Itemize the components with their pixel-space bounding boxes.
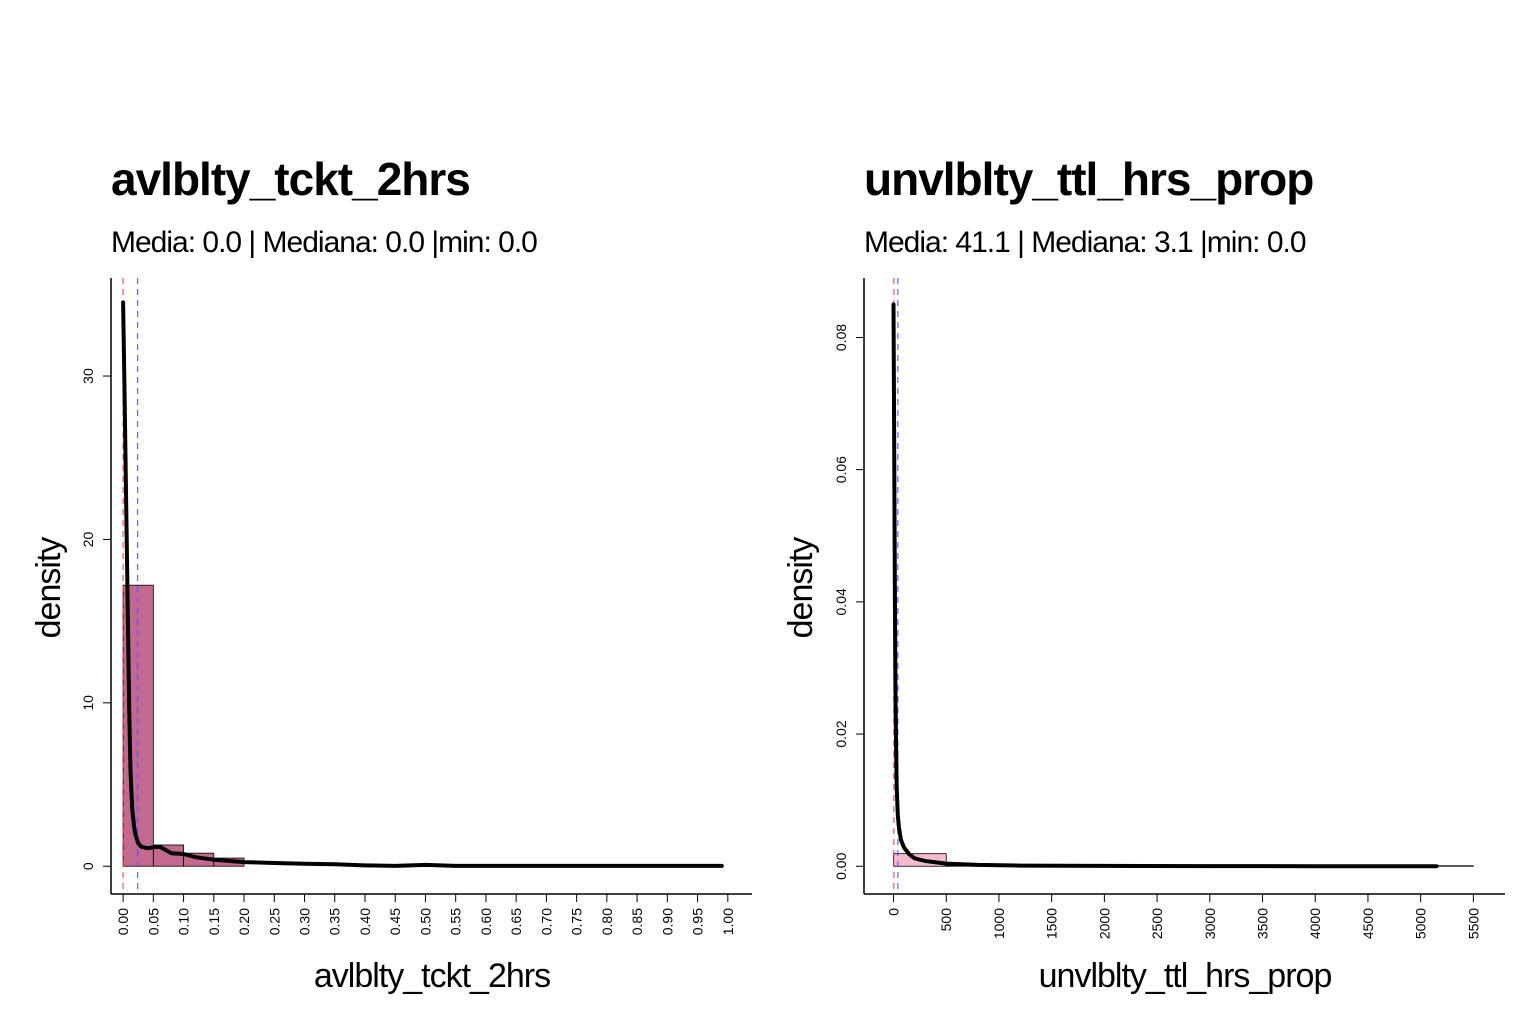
x-tick-label: 0.80 — [599, 908, 615, 935]
panel-1-title: avlblty_tckt_2hrs — [111, 153, 470, 205]
panel-1-plot: 0.00 0.05 0.10 0.15 0.20 0.25 0.30 0.35 0.40 0.45… — [80, 278, 752, 935]
y-tick-label: 0.04 — [833, 588, 849, 615]
x-tick-label: 0.40 — [357, 908, 373, 935]
x-tick-label: 1500 — [1044, 908, 1060, 939]
panel-1-x-axis-title: avlblty_tckt_2hrs — [314, 957, 550, 995]
x-tick-label: 1000 — [991, 908, 1007, 939]
panel-2-plot: 0 500 1000 1500 2000 2500 3000 3500 4000 4500 5000… — [833, 278, 1505, 939]
x-tick-label: 0.00 — [115, 908, 131, 935]
density-curve — [121, 300, 724, 868]
x-tick-label: 0.70 — [538, 908, 554, 935]
density-curve — [891, 302, 1439, 869]
panel-1-subtitle: Media: 0.0 | Mediana: 0.0 |min: 0.0 — [111, 226, 537, 259]
x-tick-label: 0.05 — [145, 908, 161, 935]
x-tick-label: 0.65 — [508, 908, 524, 935]
panel-2-y-axis-title: density — [782, 537, 820, 639]
x-tick-label: 5000 — [1413, 908, 1429, 939]
panel-2-subtitle: Media: 41.1 | Mediana: 3.1 |min: 0.0 — [864, 226, 1306, 259]
x-tick-label: 0.90 — [659, 908, 675, 935]
y-tick-label: 0.00 — [833, 852, 849, 879]
x-tick-label: 0.55 — [448, 908, 464, 935]
panel-2-title: unvlblty_ttl_hrs_prop — [864, 153, 1313, 205]
x-tick-label: 0.85 — [629, 908, 645, 935]
x-tick-label: 3500 — [1255, 908, 1271, 939]
panel-1-y-axis-title: density — [30, 537, 68, 639]
y-tick-label: 20 — [80, 531, 96, 547]
panel-2-x-axis-title: unvlblty_ttl_hrs_prop — [1039, 957, 1332, 995]
x-tick-label: 3000 — [1202, 908, 1218, 939]
panel-1: avlblty_tckt_2hrs Media: 0.0 | Mediana: … — [30, 153, 752, 995]
x-tick-label: 4500 — [1360, 908, 1376, 939]
x-tick-label: 0.20 — [236, 908, 252, 935]
y-tick-label: 0 — [80, 862, 96, 870]
x-tick-label: 0.75 — [569, 908, 585, 935]
y-tick-label: 0.06 — [833, 456, 849, 483]
y-tick-label: 30 — [80, 368, 96, 384]
x-tick-label: 500 — [938, 908, 954, 932]
x-tick-label: 0.50 — [417, 908, 433, 935]
y-tick-label: 0.08 — [833, 324, 849, 351]
x-tick-label: 0.60 — [478, 908, 494, 935]
panel-2: unvlblty_ttl_hrs_prop Media: 41.1 | Medi… — [782, 153, 1505, 995]
x-tick-label: 5500 — [1465, 908, 1481, 939]
y-tick-label: 10 — [80, 695, 96, 711]
x-tick-label: 0.15 — [206, 908, 222, 935]
x-tick-label: 2500 — [1149, 908, 1165, 939]
x-tick-label: 2000 — [1096, 908, 1112, 939]
x-tick-label: 0 — [886, 908, 902, 916]
x-tick-label: 0.30 — [297, 908, 313, 935]
x-tick-label: 1.00 — [720, 908, 736, 935]
x-tick-label: 0.25 — [266, 908, 282, 935]
x-tick-label: 0.10 — [176, 908, 192, 935]
x-tick-label: 4000 — [1307, 908, 1323, 939]
x-tick-label: 0.95 — [690, 908, 706, 935]
x-tick-label: 0.35 — [327, 908, 343, 935]
x-tick-label: 0.45 — [387, 908, 403, 935]
y-tick-label: 0.02 — [833, 720, 849, 747]
